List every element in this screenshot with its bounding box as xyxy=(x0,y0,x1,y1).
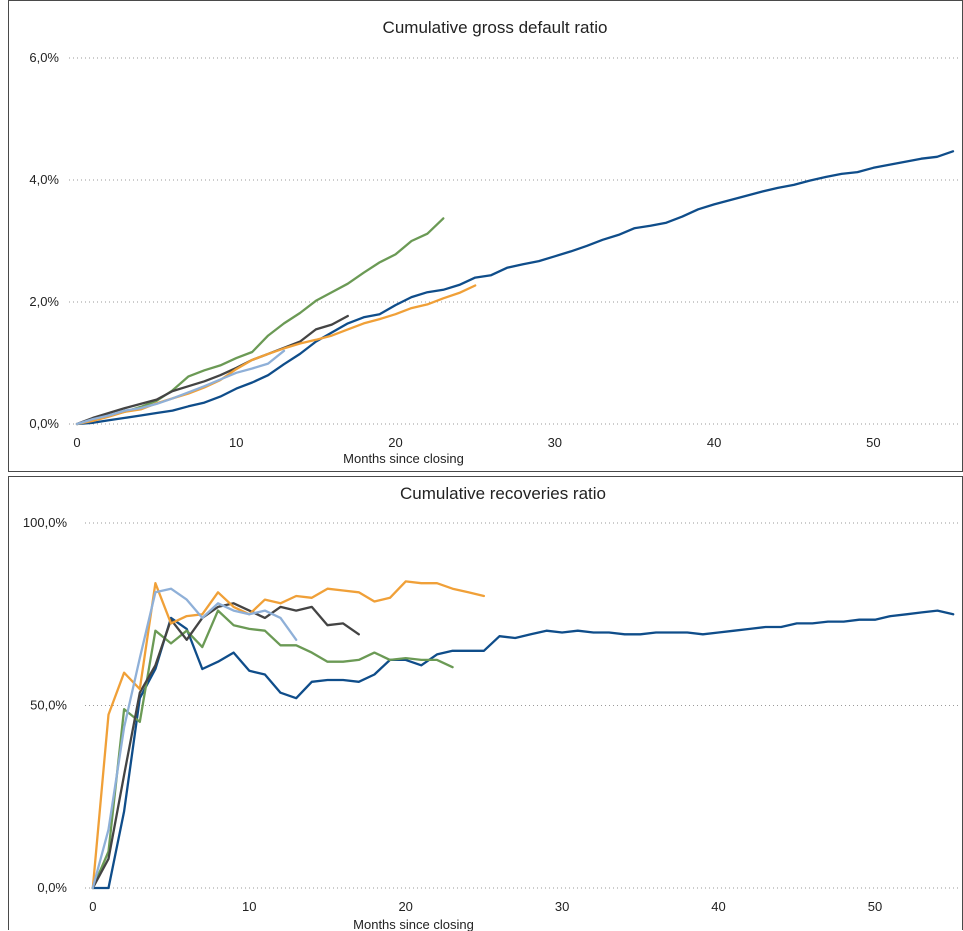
recoveries-chart-x-tick-label: 30 xyxy=(555,899,569,914)
recoveries-chart-series-line-2 xyxy=(91,609,454,890)
default-chart-series-line-5 xyxy=(75,349,286,426)
recoveries-ratio-chart: Cumulative recoveries ratio 0,0% 50,0% 100,… xyxy=(23,484,961,931)
recoveries-chart-series-line-4 xyxy=(91,580,486,890)
default-ratio-chart-panel: Cumulative gross default ratio 0,0% 2,0% 4,… xyxy=(8,0,963,472)
default-chart-x-tick-label: 10 xyxy=(229,435,243,450)
default-chart-x-axis-label: Months since closing xyxy=(343,451,464,466)
default-chart-x-tick-label: 0 xyxy=(73,435,80,450)
default-chart-title: Cumulative gross default ratio xyxy=(383,18,608,37)
recoveries-chart-x-tick-label: 20 xyxy=(398,899,412,914)
default-chart-y-tick-label: 4,0% xyxy=(29,172,59,187)
recoveries-chart-title: Cumulative recoveries ratio xyxy=(400,484,606,503)
recoveries-chart-y-tick-label: 50,0% xyxy=(30,698,67,713)
recoveries-chart-x-tick-label: 10 xyxy=(242,899,256,914)
recoveries-chart-series-line-5 xyxy=(91,587,298,890)
default-chart-series-line-4 xyxy=(75,284,477,426)
default-chart-x-tick-label: 40 xyxy=(707,435,721,450)
default-chart-x-tick-label: 20 xyxy=(388,435,402,450)
default-chart-series-line-2 xyxy=(75,217,445,426)
default-ratio-chart: Cumulative gross default ratio 0,0% 2,0% 4,… xyxy=(29,18,961,466)
recoveries-chart-x-tick-label: 40 xyxy=(711,899,725,914)
default-chart-series-line-1 xyxy=(75,150,955,426)
recoveries-chart-x-tick-label: 0 xyxy=(89,899,96,914)
default-chart-y-tick-label: 0,0% xyxy=(29,416,59,431)
recoveries-chart-x-tick-label: 50 xyxy=(868,899,882,914)
recoveries-chart-series-line-3 xyxy=(91,602,360,890)
recoveries-chart-y-tick-label: 0,0% xyxy=(37,880,67,895)
default-chart-series-line-3 xyxy=(75,314,349,426)
default-chart-x-tick-label: 50 xyxy=(866,435,880,450)
default-chart-y-tick-label: 2,0% xyxy=(29,294,59,309)
recoveries-ratio-chart-panel: Cumulative recoveries ratio 0,0% 50,0% 100,… xyxy=(8,476,963,931)
default-chart-x-tick-label: 30 xyxy=(548,435,562,450)
recoveries-chart-series-line-1 xyxy=(91,609,955,890)
recoveries-chart-x-axis-label: Months since closing xyxy=(353,917,474,931)
default-chart-y-tick-label: 6,0% xyxy=(29,50,59,65)
recoveries-chart-y-tick-label: 100,0% xyxy=(23,515,68,530)
